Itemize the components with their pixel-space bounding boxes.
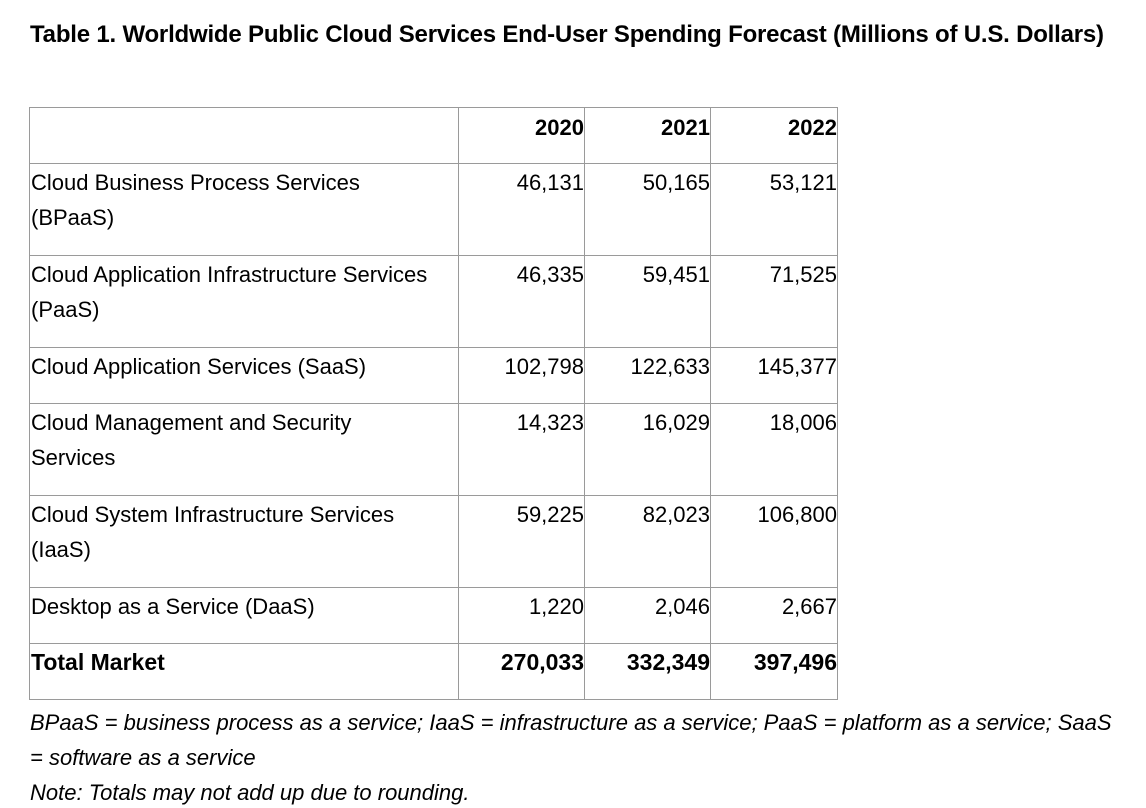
value-2021: 82,023 <box>584 495 711 588</box>
table-header-row: 2020 2021 2022 <box>29 107 838 164</box>
row-label: Desktop as a Service (DaaS) <box>29 587 459 644</box>
value-2022: 71,525 <box>710 255 838 348</box>
value-2022: 53,121 <box>710 163 838 256</box>
table-row-total: Total Market 270,033 332,349 397,496 <box>29 643 838 700</box>
total-2020: 270,033 <box>458 643 585 700</box>
table-row-management-security: Cloud Management and Security Services 1… <box>29 403 838 496</box>
table-caption: Table 1. Worldwide Public Cloud Services… <box>30 21 1104 48</box>
table-row-iaas: Cloud System Infrastructure Services (Ia… <box>29 495 838 588</box>
value-2021: 16,029 <box>584 403 711 496</box>
table-row-daas: Desktop as a Service (DaaS) 1,220 2,046 … <box>29 587 838 644</box>
header-cell-2022: 2022 <box>710 107 838 164</box>
row-label: Cloud Management and Security Services <box>29 403 459 496</box>
value-2020: 46,335 <box>458 255 585 348</box>
value-2021: 122,633 <box>584 347 711 404</box>
value-2022: 18,006 <box>710 403 838 496</box>
rounding-note: Note: Totals may not add up due to round… <box>30 780 470 805</box>
value-2021: 2,046 <box>584 587 711 644</box>
header-cell-2020: 2020 <box>458 107 585 164</box>
row-label: Cloud System Infrastructure Services (Ia… <box>29 495 459 588</box>
value-2020: 1,220 <box>458 587 585 644</box>
row-label: Cloud Application Services (SaaS) <box>29 347 459 404</box>
value-2022: 106,800 <box>710 495 838 588</box>
value-2022: 2,667 <box>710 587 838 644</box>
value-2020: 14,323 <box>458 403 585 496</box>
value-2020: 59,225 <box>458 495 585 588</box>
abbreviations-note: BPaaS = business process as a service; I… <box>30 710 1112 770</box>
header-cell-2021: 2021 <box>584 107 711 164</box>
value-2022: 145,377 <box>710 347 838 404</box>
total-label: Total Market <box>29 643 459 700</box>
table-row-paas: Cloud Application Infrastructure Service… <box>29 255 838 348</box>
total-2022: 397,496 <box>710 643 838 700</box>
header-cell-empty <box>29 107 459 164</box>
table-footnotes: BPaaS = business process as a service; I… <box>30 705 1130 808</box>
value-2020: 102,798 <box>458 347 585 404</box>
table-row-bpaas: Cloud Business Process Services (BPaaS) … <box>29 163 838 256</box>
total-2021: 332,349 <box>584 643 711 700</box>
table-row-saas: Cloud Application Services (SaaS) 102,79… <box>29 347 838 404</box>
row-label: Cloud Application Infrastructure Service… <box>29 255 459 348</box>
value-2020: 46,131 <box>458 163 585 256</box>
spending-forecast-table: 2020 2021 2022 Cloud Business Process Se… <box>29 107 838 700</box>
value-2021: 59,451 <box>584 255 711 348</box>
row-label: Cloud Business Process Services (BPaaS) <box>29 163 459 256</box>
value-2021: 50,165 <box>584 163 711 256</box>
